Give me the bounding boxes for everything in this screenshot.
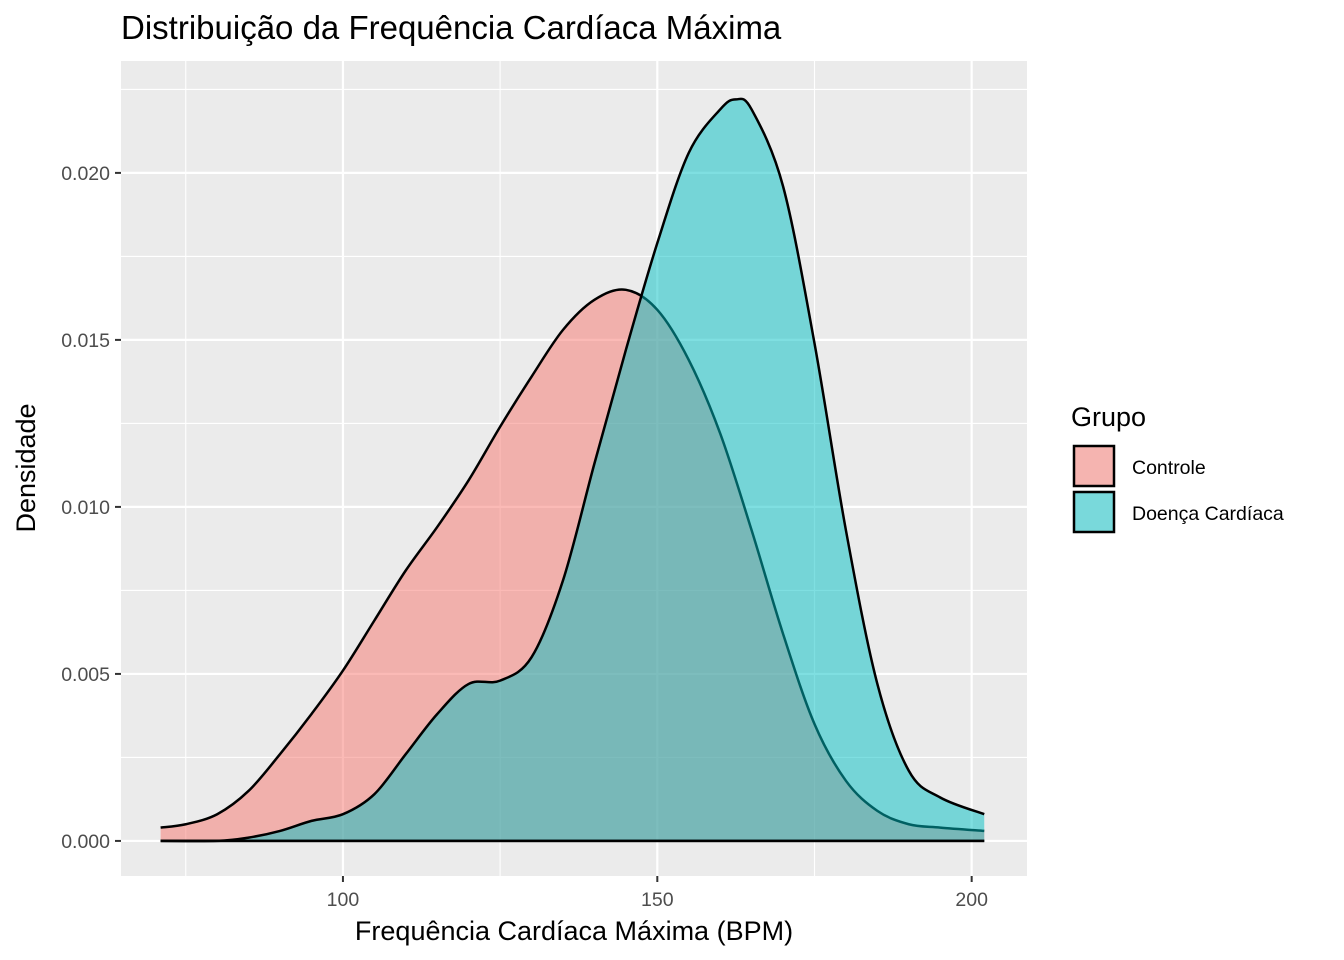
legend-key — [1072, 444, 1116, 488]
density-areas — [160, 97, 985, 843]
y-tick-label: 0.005 — [61, 664, 110, 686]
legend-title: Grupo — [1071, 402, 1146, 432]
x-axis: 100 150 200 — [327, 876, 988, 911]
y-axis-title: Densidade — [11, 403, 41, 532]
y-tick-label: 0.020 — [61, 163, 110, 185]
chart-title: Distribuição da Frequência Cardíaca Máxi… — [121, 9, 782, 46]
density-line-1 — [160, 97, 985, 843]
legend-label: Doença Cardíaca — [1132, 503, 1284, 525]
density-area-1 — [160, 98, 985, 842]
x-tick-label: 100 — [327, 889, 360, 911]
x-tick-label: 200 — [955, 889, 988, 911]
y-axis: 0.000 0.005 0.010 0.015 0.020 — [61, 163, 121, 853]
y-tick-label: 0.015 — [61, 330, 110, 352]
legend-label: Controle — [1132, 457, 1206, 479]
legend: Grupo Controle Doença Cardíaca — [1071, 402, 1284, 534]
legend-key — [1072, 490, 1116, 534]
y-tick-label: 0.010 — [61, 497, 110, 519]
x-axis-title: Frequência Cardíaca Máxima (BPM) — [355, 916, 793, 946]
y-tick-label: 0.000 — [61, 831, 110, 853]
x-tick-label: 150 — [641, 889, 674, 911]
